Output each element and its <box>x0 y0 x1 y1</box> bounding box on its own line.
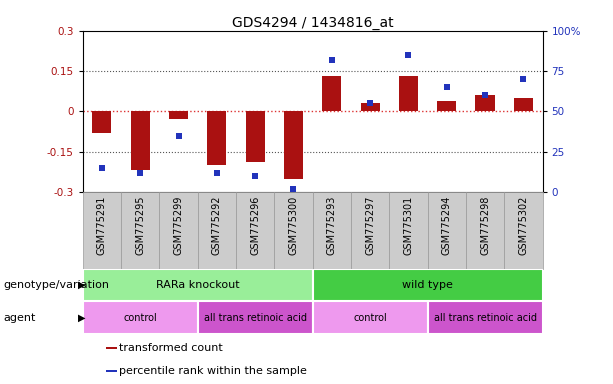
Text: GSM775302: GSM775302 <box>519 196 528 255</box>
Text: wild type: wild type <box>402 280 453 290</box>
Text: RARa knockout: RARa knockout <box>156 280 240 290</box>
Text: GSM775292: GSM775292 <box>212 196 222 255</box>
Bar <box>207 111 226 165</box>
Title: GDS4294 / 1434816_at: GDS4294 / 1434816_at <box>232 16 394 30</box>
Text: ▶: ▶ <box>78 313 86 323</box>
Bar <box>322 76 341 111</box>
Bar <box>284 111 303 179</box>
Bar <box>83 192 121 269</box>
Bar <box>428 192 466 269</box>
Text: all trans retinoic acid: all trans retinoic acid <box>433 313 536 323</box>
Text: control: control <box>353 313 387 323</box>
Text: agent: agent <box>3 313 36 323</box>
Bar <box>131 111 150 170</box>
Bar <box>514 98 533 111</box>
Bar <box>360 103 379 111</box>
Text: percentile rank within the sample: percentile rank within the sample <box>119 366 306 376</box>
Text: GSM775294: GSM775294 <box>442 196 452 255</box>
Text: all trans retinoic acid: all trans retinoic acid <box>204 313 306 323</box>
Bar <box>106 369 117 372</box>
Bar <box>275 192 313 269</box>
Text: genotype/variation: genotype/variation <box>3 280 109 290</box>
Bar <box>313 192 351 269</box>
Bar <box>313 269 543 301</box>
Text: GSM775300: GSM775300 <box>289 196 299 255</box>
Text: GSM775297: GSM775297 <box>365 196 375 255</box>
Text: GSM775295: GSM775295 <box>135 196 145 255</box>
Bar <box>466 192 504 269</box>
Bar <box>389 192 428 269</box>
Bar <box>121 192 159 269</box>
Text: GSM775293: GSM775293 <box>327 196 337 255</box>
Bar <box>313 301 428 334</box>
Text: transformed count: transformed count <box>119 343 223 353</box>
Bar <box>197 192 236 269</box>
Text: GSM775298: GSM775298 <box>480 196 490 255</box>
Bar <box>169 111 188 119</box>
Bar <box>236 192 275 269</box>
Text: GSM775299: GSM775299 <box>173 196 183 255</box>
Bar <box>437 101 456 111</box>
Bar <box>246 111 265 162</box>
Bar <box>93 111 112 133</box>
Bar <box>428 301 543 334</box>
Text: GSM775291: GSM775291 <box>97 196 107 255</box>
Bar <box>476 95 495 111</box>
Bar <box>159 192 197 269</box>
Bar <box>504 192 543 269</box>
Bar <box>351 192 389 269</box>
Text: GSM775301: GSM775301 <box>403 196 413 255</box>
Text: control: control <box>123 313 157 323</box>
Text: ▶: ▶ <box>78 280 86 290</box>
Bar <box>399 76 418 111</box>
Text: GSM775296: GSM775296 <box>250 196 260 255</box>
Bar <box>106 347 117 349</box>
Bar <box>83 301 197 334</box>
Bar <box>83 269 313 301</box>
Bar <box>197 301 313 334</box>
